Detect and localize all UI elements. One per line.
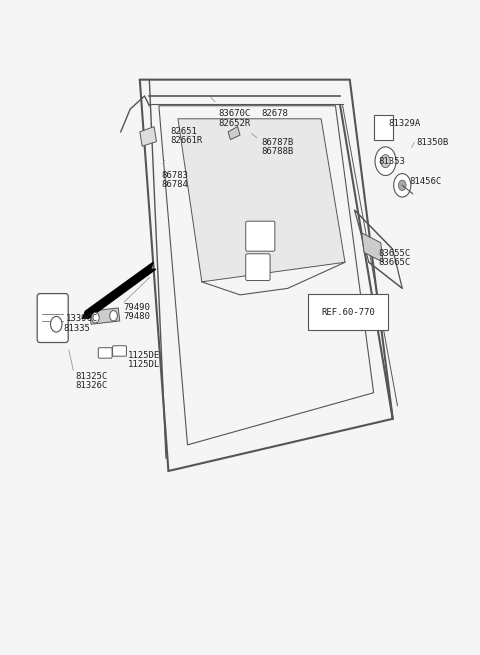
Text: 1339CC: 1339CC [66, 314, 98, 324]
Text: 81335: 81335 [63, 324, 90, 333]
Circle shape [110, 310, 117, 321]
Text: 82651: 82651 [171, 126, 198, 136]
Text: 79480: 79480 [123, 312, 150, 321]
Text: 81350B: 81350B [417, 138, 449, 147]
Polygon shape [90, 308, 120, 324]
Text: 82661R: 82661R [171, 136, 203, 145]
FancyBboxPatch shape [98, 348, 112, 358]
Text: 83665C: 83665C [378, 258, 411, 267]
FancyBboxPatch shape [113, 346, 126, 356]
Text: 86787B: 86787B [262, 138, 294, 147]
FancyBboxPatch shape [246, 253, 270, 280]
Text: REF.60-770: REF.60-770 [321, 308, 375, 317]
Polygon shape [83, 262, 153, 319]
Text: 82678: 82678 [262, 109, 288, 118]
Text: 81329A: 81329A [388, 119, 420, 128]
Polygon shape [228, 126, 240, 140]
Text: 81325C: 81325C [75, 372, 108, 381]
Text: 86784: 86784 [161, 180, 188, 189]
Text: 81456C: 81456C [409, 178, 442, 187]
Polygon shape [178, 119, 345, 282]
Circle shape [92, 312, 99, 323]
Text: 86788B: 86788B [262, 147, 294, 157]
Text: 79490: 79490 [123, 303, 150, 312]
Circle shape [381, 155, 390, 168]
Text: 82652R: 82652R [218, 119, 251, 128]
Text: 83670C: 83670C [218, 109, 251, 118]
Polygon shape [140, 126, 156, 146]
Circle shape [50, 316, 62, 332]
Text: 1125DE: 1125DE [128, 351, 160, 360]
Polygon shape [362, 233, 383, 262]
Text: 81326C: 81326C [75, 381, 108, 390]
Text: 1125DL: 1125DL [128, 360, 160, 369]
Circle shape [398, 180, 406, 191]
FancyBboxPatch shape [373, 115, 393, 140]
Text: 86783: 86783 [161, 171, 188, 180]
Text: 83655C: 83655C [378, 250, 411, 258]
Circle shape [394, 174, 411, 197]
FancyBboxPatch shape [37, 293, 68, 343]
Text: 81353: 81353 [378, 157, 405, 166]
Circle shape [375, 147, 396, 176]
FancyBboxPatch shape [246, 221, 275, 251]
